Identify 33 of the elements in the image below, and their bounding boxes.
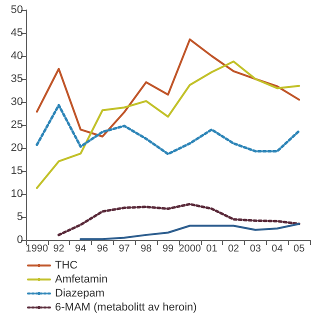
y-tick-label: 5 [16,211,23,223]
y-tick-label: 0 [16,234,23,246]
line-series [36,104,300,156]
legend-label: THC [55,260,78,272]
x-tick-label: 96 [96,244,108,254]
x-tick-label: 99 [162,244,174,254]
legend-label: 6-MAM (metabolitt av heroin) [55,302,197,314]
y-tick-label: 50 [10,4,23,16]
x-tick-label: 02 [228,244,240,254]
y-tick-label: 20 [10,142,23,154]
legend-label: Amfetamin [55,274,108,286]
x-tick-label: 92 [53,244,65,254]
y-tick-label: 25 [10,119,23,131]
x-tick-label: 94 [75,244,87,254]
x-tick-label: 03 [250,244,262,254]
y-tick-label: 40 [10,50,23,62]
y-tick-label: 30 [10,96,23,108]
line-series [36,60,300,190]
line-series [36,38,300,138]
y-tick-label: 15 [10,165,23,177]
x-tick-label: 1990 [26,244,48,254]
y-tick-label: 45 [10,27,23,39]
y-tick-label: 35 [10,73,23,85]
x-tick-label: 2000 [178,244,202,254]
legend-label: Diazepam [55,288,105,300]
x-tick-label: 05 [294,244,306,254]
x-tick-label: 97 [118,244,130,254]
x-tick-label: 01 [206,244,218,254]
y-tick-label: 10 [10,188,23,200]
line-series [80,222,300,240]
x-tick-label: 98 [140,244,152,254]
line-series [58,202,300,236]
x-tick-label: 04 [272,244,284,254]
